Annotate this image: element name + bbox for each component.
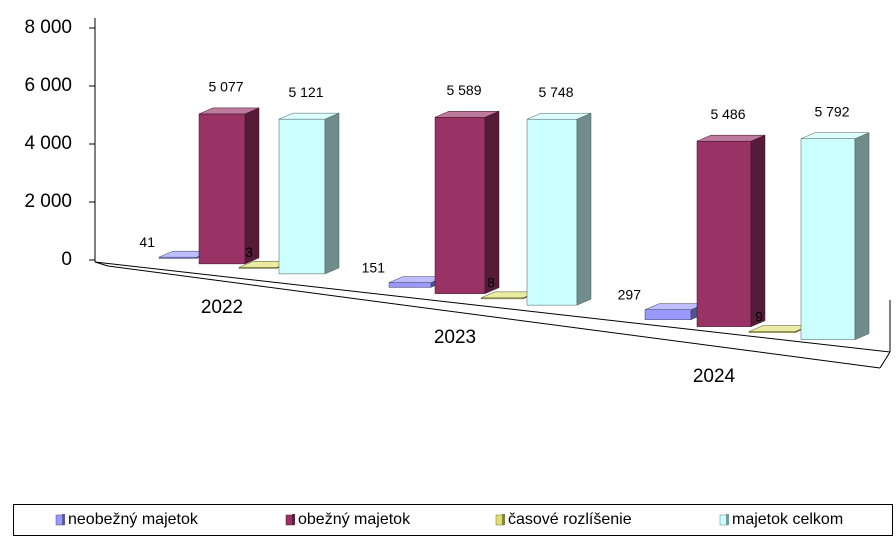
bar-front bbox=[696, 140, 752, 327]
value-label: 5 486 bbox=[710, 106, 745, 122]
bar-front bbox=[644, 309, 692, 320]
x-tick-label: 2024 bbox=[693, 366, 736, 387]
value-label: 151 bbox=[362, 259, 386, 275]
bar-front bbox=[198, 113, 246, 265]
bar bbox=[748, 325, 810, 334]
floor-front-edge bbox=[107, 265, 881, 369]
bar-front bbox=[526, 118, 578, 306]
value-label: 41 bbox=[139, 234, 155, 250]
legend-box bbox=[13, 504, 893, 536]
bar-side bbox=[244, 107, 260, 265]
x-tick-label: 2022 bbox=[201, 297, 243, 318]
bar-front bbox=[388, 282, 432, 288]
y-tick-label: 8 000 bbox=[24, 17, 72, 38]
y-tick-label: 4 000 bbox=[24, 133, 72, 154]
bar bbox=[800, 132, 870, 341]
legend-swatch-side bbox=[292, 514, 295, 525]
floor-right-edge bbox=[879, 351, 891, 369]
value-label: 3 bbox=[245, 244, 253, 260]
value-label: 5 748 bbox=[538, 84, 573, 100]
value-label: 5 589 bbox=[446, 82, 481, 98]
bar-side bbox=[854, 132, 870, 341]
legend-swatch-side bbox=[726, 514, 729, 525]
value-label: 297 bbox=[618, 286, 642, 302]
value-label: 8 bbox=[487, 275, 495, 291]
bar-top bbox=[526, 112, 592, 120]
bar-top bbox=[198, 107, 260, 115]
legend-swatch-side bbox=[502, 514, 505, 525]
legend-label: majetok celkom bbox=[732, 511, 843, 528]
x-tick-label: 2023 bbox=[434, 327, 476, 348]
bar-side bbox=[750, 134, 766, 328]
bar bbox=[278, 112, 340, 275]
bar-front bbox=[434, 116, 486, 294]
value-label: 5 121 bbox=[288, 84, 323, 100]
bar-front bbox=[800, 138, 856, 340]
bar-front bbox=[278, 118, 326, 275]
bar-top bbox=[696, 134, 766, 142]
value-label: 5 077 bbox=[208, 79, 243, 95]
bar-top bbox=[800, 132, 870, 139]
value-label: 5 792 bbox=[814, 103, 849, 119]
bar bbox=[198, 107, 260, 265]
y-tick-label: 6 000 bbox=[24, 75, 72, 96]
bar-top bbox=[278, 112, 340, 120]
y-tick-label: 2 000 bbox=[24, 191, 72, 212]
bar-side bbox=[324, 112, 340, 275]
legend-label: neobežný majetok bbox=[68, 511, 199, 528]
value-label: 9 bbox=[755, 308, 763, 324]
bar bbox=[526, 112, 592, 306]
bar-side bbox=[484, 110, 500, 295]
bar bbox=[696, 134, 766, 328]
legend-label: obežný majetok bbox=[298, 511, 411, 528]
bar bbox=[644, 303, 706, 321]
bar-side bbox=[576, 112, 592, 306]
bar-top bbox=[434, 110, 500, 118]
floor-back-edge bbox=[94, 261, 891, 353]
legend-label: časové rozlíšenie bbox=[508, 511, 632, 528]
floor-left-edge bbox=[94, 261, 109, 267]
bar bbox=[434, 110, 500, 295]
y-tick-label: 0 bbox=[61, 249, 72, 270]
legend-swatch-side bbox=[62, 514, 65, 525]
